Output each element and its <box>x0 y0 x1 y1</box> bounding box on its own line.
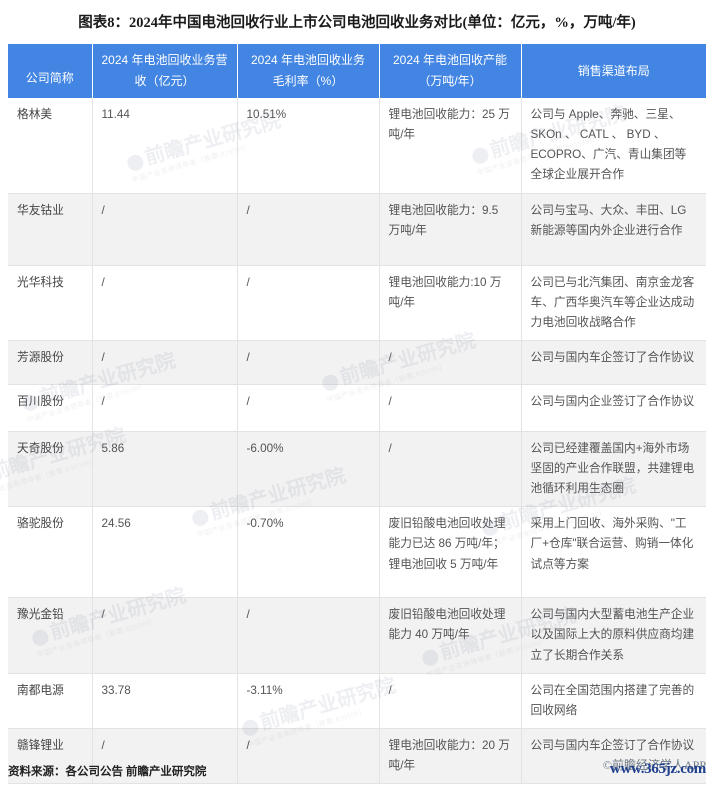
cell-company: 格林美 <box>8 98 93 194</box>
table-row: 芳源股份 / / / 公司与国内车企签订了合作协议 <box>8 340 706 385</box>
cell-sales-channel: 公司与国内大型蓄电池生产企业以及国际上大的原料供应商均建立了长期合作关系 <box>521 597 706 674</box>
table-body: 格林美 11.44 10.51% 锂电池回收能力：25 万吨/年 公司与 App… <box>8 98 706 785</box>
cell-revenue: / <box>92 384 238 432</box>
table-row: 格林美 11.44 10.51% 锂电池回收能力：25 万吨/年 公司与 App… <box>8 98 706 194</box>
cell-revenue: / <box>92 340 238 385</box>
cell-gross-margin: / <box>237 728 380 785</box>
cell-sales-channel: 公司与国内车企签订了合作协议 <box>521 728 706 785</box>
table-row: 南都电源 33.78 -3.11% / 公司在全国范围内搭建了完善的回收网络 <box>8 673 706 729</box>
cell-company: 天奇股份 <box>8 431 93 508</box>
column-header-gross-margin: 2024 年电池回收业务毛利率（%） <box>237 44 380 98</box>
brand-block: ©前瞻经济学人APP www.365jz.com <box>546 757 706 779</box>
cell-capacity: 锂电池回收能力:10 万吨/年 <box>379 265 522 341</box>
cell-gross-margin: -0.70% <box>237 506 380 599</box>
table-row: 天奇股份 5.86 -6.00% / 公司已经建覆盖国内+海外市场坚固的产业合作… <box>8 431 706 508</box>
table-row: 光华科技 / / 锂电池回收能力:10 万吨/年 公司已与北汽集团、南京金龙客车… <box>8 265 706 341</box>
cell-company: 华友钴业 <box>8 193 93 266</box>
cell-gross-margin: / <box>237 265 380 341</box>
cell-capacity: 废旧铅酸电池回收处理能力 40 万吨/年 <box>379 597 522 674</box>
comparison-table: 公司简称 2024 年电池回收业务营收（亿元） 2024 年电池回收业务毛利率（… <box>8 44 706 785</box>
table-row: 华友钴业 / / 锂电池回收能力：9.5 万吨/年 公司与宝马、大众、丰田、LG… <box>8 193 706 266</box>
source-note: 资料来源：各公司公告 前瞻产业研究院 <box>8 766 207 778</box>
cell-gross-margin: -3.11% <box>237 673 380 729</box>
cell-gross-margin: / <box>237 340 380 385</box>
cell-gross-margin: -6.00% <box>237 431 380 508</box>
brand-app-label: ©前瞻经济学人APP <box>602 758 706 772</box>
brand-url-label: www.365jz.com <box>609 761 706 777</box>
table-row: 赣锋锂业 / / 锂电池回收能力：20 万吨/年 公司与国内车企签订了合作协议 <box>8 728 706 785</box>
cell-capacity: 锂电池回收能力：9.5 万吨/年 <box>379 193 522 266</box>
table-header-row: 公司简称 2024 年电池回收业务营收（亿元） 2024 年电池回收业务毛利率（… <box>8 44 706 98</box>
cell-gross-margin: 10.51% <box>237 98 380 194</box>
cell-company: 赣锋锂业 <box>8 728 93 785</box>
column-header-sales-channel: 销售渠道布局 <box>521 44 706 98</box>
cell-revenue: / <box>92 728 238 785</box>
cell-revenue: 11.44 <box>92 98 238 194</box>
cell-company: 骆驼股份 <box>8 506 93 599</box>
cell-company: 芳源股份 <box>8 340 93 385</box>
table-row: 豫光金铅 / / 废旧铅酸电池回收处理能力 40 万吨/年 公司与国内大型蓄电池… <box>8 597 706 674</box>
cell-sales-channel: 公司在全国范围内搭建了完善的回收网络 <box>521 673 706 729</box>
cell-company: 光华科技 <box>8 265 93 341</box>
table-row: 骆驼股份 24.56 -0.70% 废旧铅酸电池回收处理能力已达 86 万吨/年… <box>8 506 706 599</box>
cell-capacity: 废旧铅酸电池回收处理能力已达 86 万吨/年；锂电池回收 5 万吨/年 <box>379 506 522 599</box>
cell-sales-channel: 采用上门回收、海外采购、"工厂+仓库"联合运营、购销一体化试点等方案 <box>521 506 706 599</box>
cell-revenue: 33.78 <box>92 673 238 729</box>
cell-revenue: / <box>92 265 238 341</box>
cell-gross-margin: / <box>237 384 380 432</box>
figure-footer: 资料来源：各公司公告 前瞻产业研究院 ©前瞻经济学人APP www.365jz.… <box>8 757 706 779</box>
cell-gross-margin: / <box>237 597 380 674</box>
column-header-capacity: 2024 年电池回收产能（万吨/年） <box>379 44 522 98</box>
cell-revenue: / <box>92 193 238 266</box>
cell-sales-channel: 公司与国内企业签订了合作协议 <box>521 384 706 432</box>
cell-company: 豫光金铅 <box>8 597 93 674</box>
cell-capacity: / <box>379 673 522 729</box>
cell-sales-channel: 公司与国内车企签订了合作协议 <box>521 340 706 385</box>
cell-revenue: 24.56 <box>92 506 238 599</box>
cell-capacity: 锂电池回收能力：20 万吨/年 <box>379 728 522 785</box>
table-header: 公司简称 2024 年电池回收业务营收（亿元） 2024 年电池回收业务毛利率（… <box>8 44 706 98</box>
cell-sales-channel: 公司与 Apple、奔驰、三星、SKOn 、 CATL 、 BYD 、 ECOP… <box>521 98 706 194</box>
figure-title-bar: 图表8：2024年中国电池回收行业上市公司电池回收业务对比(单位：亿元，%，万吨… <box>0 0 714 42</box>
comparison-table-wrapper: 公司简称 2024 年电池回收业务营收（亿元） 2024 年电池回收业务毛利率（… <box>8 44 706 785</box>
cell-capacity: / <box>379 340 522 385</box>
table-row: 百川股份 / / / 公司与国内企业签订了合作协议 <box>8 384 706 432</box>
cell-company: 南都电源 <box>8 673 93 729</box>
cell-gross-margin: / <box>237 193 380 266</box>
cell-company: 百川股份 <box>8 384 93 432</box>
cell-capacity: / <box>379 431 522 508</box>
column-header-company: 公司简称 <box>8 44 93 98</box>
cell-revenue: / <box>92 597 238 674</box>
cell-sales-channel: 公司已与北汽集团、南京金龙客车、广西华奥汽车等企业达成动力电池回收战略合作 <box>521 265 706 341</box>
cell-sales-channel: 公司已经建覆盖国内+海外市场坚固的产业合作联盟，共建锂电池循环利用生态圈 <box>521 431 706 508</box>
cell-capacity: / <box>379 384 522 432</box>
page-title: 图表8：2024年中国电池回收行业上市公司电池回收业务对比(单位：亿元，%，万吨… <box>78 14 636 31</box>
cell-capacity: 锂电池回收能力：25 万吨/年 <box>379 98 522 194</box>
column-header-revenue: 2024 年电池回收业务营收（亿元） <box>92 44 238 98</box>
cell-revenue: 5.86 <box>92 431 238 508</box>
cell-sales-channel: 公司与宝马、大众、丰田、LG 新能源等国内外企业进行合作 <box>521 193 706 266</box>
